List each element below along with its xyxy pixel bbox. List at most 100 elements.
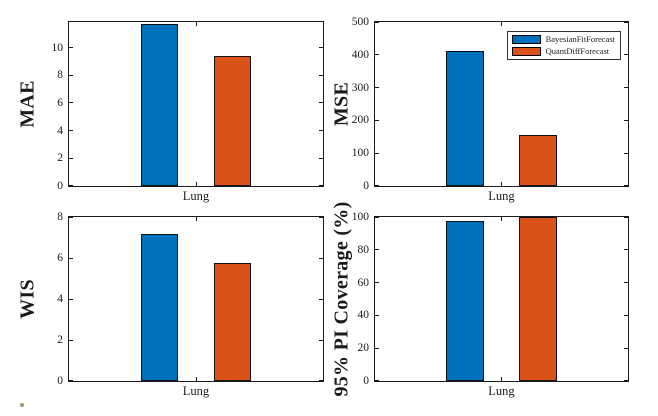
y-tick-mirror	[319, 74, 323, 76]
y-tick	[69, 257, 73, 259]
legend: BayesianFitForecast QuantDiffForecast	[506, 31, 621, 60]
y-tick-label: 10	[51, 41, 64, 54]
y-tick-label: 0	[57, 180, 63, 192]
y-tick-label: 2	[57, 152, 63, 165]
y-tick-mirror	[624, 119, 628, 121]
y-tick-mirror	[624, 54, 628, 56]
y-tick-mirror	[624, 249, 628, 251]
legend-item-bayesianfitforecast: BayesianFitForecast	[511, 34, 615, 45]
y-tick-label: 60	[357, 276, 370, 289]
y-tick	[375, 314, 379, 316]
y-tick-mirror	[319, 102, 323, 104]
y-tick-mirror	[319, 47, 323, 49]
y-tick-label: 400	[351, 48, 369, 61]
bar-bayesianfitforecast	[446, 50, 484, 186]
y-tick	[69, 298, 73, 300]
y-tick	[69, 102, 73, 104]
y-tick-label: 4	[57, 124, 63, 137]
x-tick	[501, 182, 502, 186]
y-tick	[375, 87, 379, 89]
legend-swatch-blue	[511, 35, 541, 44]
y-tick-mirror	[624, 314, 628, 316]
bar-bayesianfitforecast	[446, 221, 484, 381]
bar-quantdiffforecast	[519, 217, 557, 381]
y-tick-label: 300	[351, 81, 369, 94]
pi-coverage-x-tick-label: Lung	[488, 384, 515, 398]
y-tick	[375, 217, 379, 218]
mae-axis-label: MAE	[16, 80, 39, 128]
y-tick	[375, 380, 379, 381]
legend-swatch-orange	[511, 47, 541, 56]
bar-quantdiffforecast	[213, 55, 252, 186]
x-tick	[501, 377, 502, 381]
bar-quantdiffforecast	[519, 135, 557, 186]
bar-quantdiffforecast	[213, 263, 252, 381]
y-tick-mirror	[319, 298, 323, 300]
bar-bayesianfitforecast	[140, 234, 179, 381]
legend-item-quantdiffforecast: QuantDiffForecast	[511, 46, 615, 57]
x-tick-mirror	[501, 217, 502, 221]
y-tick	[69, 217, 73, 218]
y-tick-label: 40	[357, 309, 370, 322]
y-tick	[375, 185, 379, 186]
y-tick-label: 8	[57, 211, 63, 223]
y-tick-label: 6	[57, 96, 63, 109]
y-tick-mirror	[319, 380, 323, 381]
y-tick	[69, 74, 73, 76]
y-tick-label: 100	[351, 211, 369, 223]
legend-label: BayesianFitForecast	[545, 34, 615, 45]
y-tick	[69, 185, 73, 186]
y-tick-mirror	[624, 22, 628, 23]
y-tick-label: 4	[57, 293, 63, 305]
y-tick-label: 0	[363, 375, 369, 387]
mae-chart: Lung 0 2 4 6 8 10	[52, 21, 324, 203]
y-tick-mirror	[624, 152, 628, 154]
x-tick-mirror	[195, 217, 197, 221]
y-tick-label: 2	[57, 334, 63, 346]
y-tick-label: 20	[357, 342, 370, 355]
y-tick-mirror	[624, 347, 628, 349]
y-tick-mirror	[319, 339, 323, 341]
y-tick	[375, 152, 379, 154]
y-tick-label: 100	[351, 147, 369, 160]
stray-dot	[20, 403, 24, 407]
y-tick-mirror	[319, 130, 323, 132]
y-tick	[375, 249, 379, 251]
y-tick-mirror	[319, 217, 323, 218]
y-tick-mirror	[624, 185, 628, 186]
pi-coverage-chart: Lung 0 20 40 60 80 100	[352, 211, 629, 398]
legend-label: QuantDiffForecast	[545, 46, 610, 57]
wis-axis-label: WIS	[16, 279, 39, 319]
wis-x-tick-label: Lung	[182, 384, 210, 398]
y-tick	[375, 347, 379, 349]
y-tick	[375, 282, 379, 284]
y-tick-mirror	[319, 157, 323, 159]
y-tick-label: 8	[57, 69, 63, 82]
x-tick-mirror	[195, 22, 197, 26]
y-tick-mirror	[319, 185, 323, 186]
y-tick	[69, 339, 73, 341]
y-tick-label: 200	[351, 114, 369, 127]
y-tick-mirror	[624, 217, 628, 218]
x-tick-mirror	[501, 22, 502, 26]
y-tick-label: 6	[57, 252, 63, 264]
wis-chart: Lung 0 2 4 6 8	[57, 211, 324, 398]
y-tick-label: 500	[351, 16, 369, 28]
mae-x-tick-label: Lung	[182, 189, 210, 203]
y-tick-mirror	[319, 257, 323, 259]
y-tick-mirror	[624, 282, 628, 284]
y-tick	[69, 130, 73, 132]
y-tick-label: 0	[363, 180, 369, 192]
y-tick-mirror	[624, 380, 628, 381]
y-tick	[375, 54, 379, 56]
y-tick	[69, 47, 73, 49]
y-tick	[69, 157, 73, 159]
mse-chart: Lung BayesianFitForecast QuantDiffForeca…	[352, 16, 629, 203]
x-tick	[195, 182, 197, 186]
mse-axis-label: MSE	[330, 81, 353, 127]
bar-bayesianfitforecast	[140, 24, 179, 186]
mse-x-tick-label: Lung	[488, 189, 515, 203]
x-tick	[195, 377, 197, 381]
y-tick-label: 0	[57, 375, 63, 387]
